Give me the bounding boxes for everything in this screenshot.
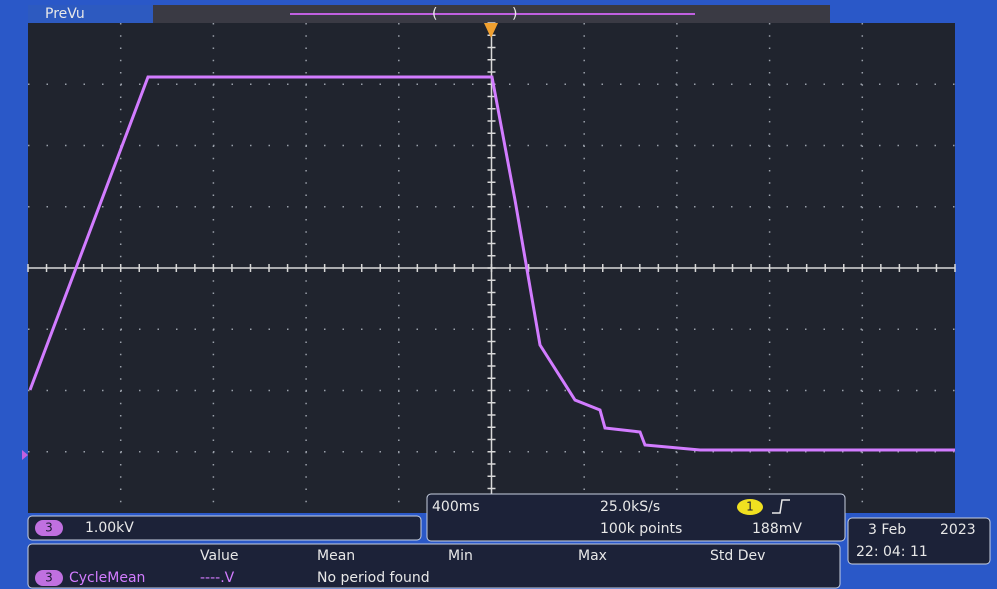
measurement-header: Std Dev [710,548,765,564]
view-bracket: ( [432,6,437,22]
timebase: 400ms [432,499,480,515]
mode-label: PreVu [45,6,85,22]
measurement-mean: No period found [317,570,430,586]
measurement-value: ----.V [200,570,235,586]
trigger-level: 188mV [752,521,802,537]
measurement-channel: 3 [45,571,53,585]
trigger-channel: 1 [746,500,754,514]
measurement-header: Value [200,548,238,564]
oscilloscope-screen: PreVu ( ) 400ms 25.0kS/s 100k points 1 1… [0,0,997,589]
measurement-header: Max [578,548,607,564]
channel-number: 3 [45,521,53,535]
measurement-name: CycleMean [69,570,145,586]
measurement-header: Mean [317,548,355,564]
year: 2023 [940,522,976,538]
sample-rate: 25.0kS/s [600,499,660,515]
view-bracket: ) [512,6,517,22]
time: 22: 04: 11 [856,544,928,560]
page: PreVu ( ) 400ms 25.0kS/s 100k points 1 1… [0,0,997,589]
record-length: 100k points [600,521,682,537]
channel-scale: 1.00kV [85,520,134,536]
date: 3 Feb [868,522,906,538]
measurement-header: Min [448,548,473,564]
